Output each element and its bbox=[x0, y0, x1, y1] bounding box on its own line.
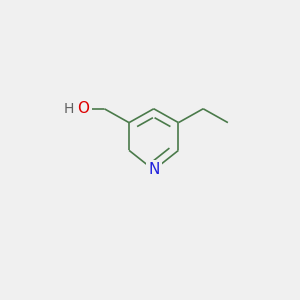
Text: N: N bbox=[148, 163, 159, 178]
Text: O: O bbox=[77, 101, 89, 116]
Text: H: H bbox=[64, 102, 74, 116]
